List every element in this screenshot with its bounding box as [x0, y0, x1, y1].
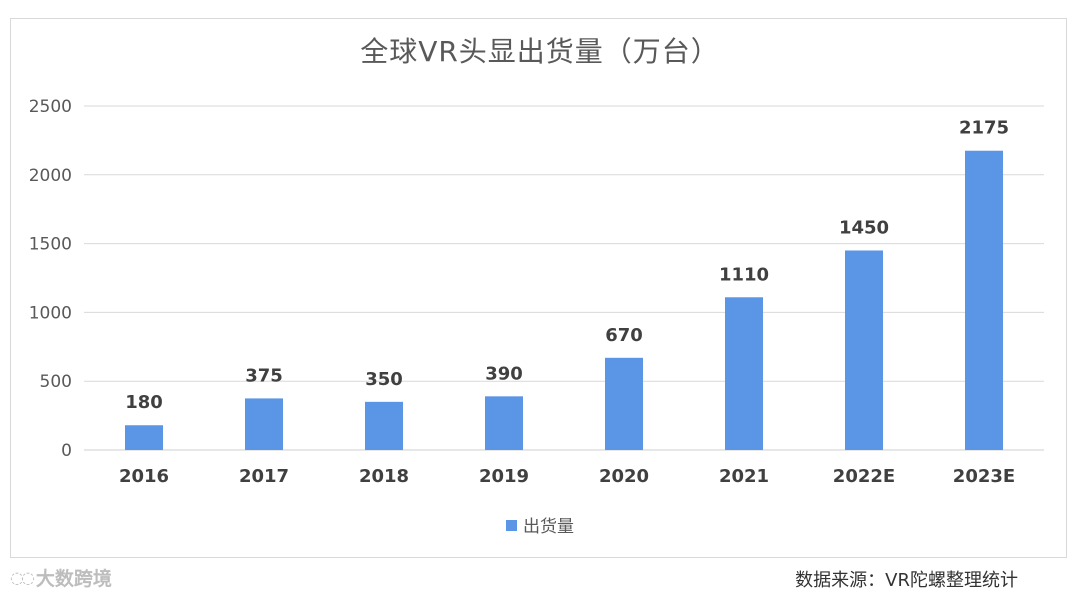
bar: [605, 357, 643, 450]
y-tick-label: 1000: [29, 303, 72, 323]
y-tick-label: 500: [40, 372, 72, 392]
bar: [485, 396, 523, 450]
x-tick-label: 2022E: [833, 466, 895, 487]
y-tick-label: 0: [61, 441, 72, 461]
data-label: 1450: [839, 217, 889, 238]
legend-swatch: [506, 520, 517, 531]
data-label: 390: [485, 363, 523, 384]
bar: [725, 297, 763, 450]
y-tick-label: 2000: [29, 166, 72, 186]
logo-icon: ◌◌: [10, 568, 35, 587]
x-tick-label: 2019: [479, 466, 529, 487]
chart-title: 全球VR头显出货量（万台）: [360, 35, 720, 68]
data-label: 1110: [719, 264, 769, 285]
logo-text: 大数跨境: [35, 568, 112, 590]
bar: [845, 250, 883, 450]
data-label: 350: [365, 369, 403, 390]
bar: [245, 398, 283, 450]
x-tick-label: 2017: [239, 466, 289, 487]
x-tick-label: 2021: [719, 466, 769, 487]
data-label: 670: [605, 325, 643, 346]
data-label: 2175: [959, 118, 1009, 139]
legend-label: 出货量: [523, 517, 574, 537]
x-tick-label: 2016: [119, 466, 169, 487]
x-tick-label: 2023E: [953, 466, 1015, 487]
y-tick-label: 1500: [29, 235, 72, 255]
bar: [965, 150, 1003, 450]
data-label: 180: [125, 392, 163, 413]
data-label: 375: [245, 365, 283, 386]
legend: 出货量: [0, 512, 1080, 537]
bar: [125, 425, 163, 450]
x-tick-label: 2018: [359, 466, 409, 487]
source-note: 数据来源：VR陀螺整理统计: [795, 570, 1018, 591]
y-tick-label: 2500: [29, 97, 72, 117]
x-tick-label: 2020: [599, 466, 649, 487]
chart-frame: [10, 18, 1067, 558]
bar: [365, 401, 403, 450]
logo: ◌◌ 大数跨境: [10, 564, 112, 591]
